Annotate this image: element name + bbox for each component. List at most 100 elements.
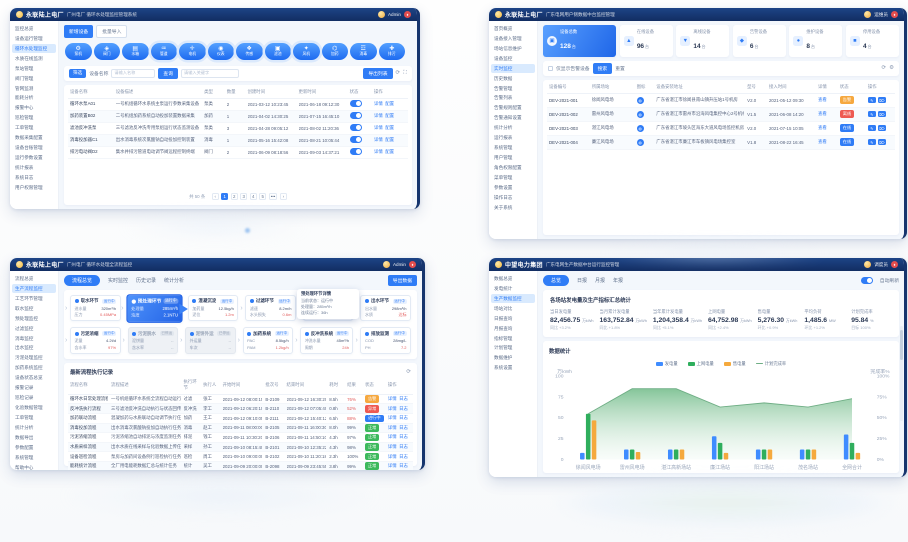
search-button[interactable]: 查询 bbox=[158, 68, 179, 79]
tab[interactable]: 总览 bbox=[543, 275, 570, 286]
stat-card[interactable]: ▼ 离线设备 14台 bbox=[676, 25, 730, 57]
sidebar-item[interactable]: 月报查询 bbox=[494, 325, 513, 331]
view-link[interactable]: 查看 bbox=[817, 111, 827, 117]
sidebar-item[interactable]: 场站信息维护 bbox=[494, 45, 522, 51]
next-page-button[interactable]: › bbox=[279, 193, 287, 200]
sidebar-item[interactable]: 告警规则配置 bbox=[494, 105, 522, 111]
sidebar-item[interactable]: 指标管理 bbox=[494, 335, 513, 341]
stat-card[interactable]: ◆ 告警设备 6台 bbox=[732, 25, 786, 57]
detail-link[interactable]: 详情 bbox=[387, 424, 397, 430]
legend-item[interactable]: 上网电量 bbox=[687, 361, 714, 367]
sidebar-item[interactable]: 过滤监控 bbox=[15, 325, 34, 331]
sidebar-item[interactable]: 阀门管理 bbox=[15, 75, 34, 81]
sidebar-item[interactable]: 污泥处理监控 bbox=[15, 355, 43, 361]
tab[interactable]: 流程总览 bbox=[64, 275, 101, 286]
sidebar-item[interactable]: 告警管理 bbox=[494, 85, 513, 91]
page-button[interactable]: 5 bbox=[259, 193, 267, 200]
detail-link[interactable]: 详情 bbox=[373, 149, 383, 155]
tab[interactable]: 日报 bbox=[577, 278, 588, 284]
sidebar-item[interactable]: 数据采集配置 bbox=[15, 135, 43, 141]
delete-button[interactable]: ⌦ bbox=[877, 139, 886, 146]
detail-link[interactable]: 详情 bbox=[373, 137, 383, 143]
notification-icon[interactable]: ♦ bbox=[409, 261, 416, 268]
legend-item[interactable]: 计划完成率 bbox=[755, 361, 786, 367]
delete-button[interactable]: ⌦ bbox=[877, 97, 886, 104]
notification-icon[interactable]: ♦ bbox=[404, 11, 411, 18]
view-link[interactable]: 查看 bbox=[817, 125, 827, 131]
config-link[interactable]: 配置 bbox=[385, 125, 395, 131]
sidebar-item[interactable]: 菜单管理 bbox=[494, 175, 513, 181]
sidebar-item[interactable]: 系统管理 bbox=[494, 145, 513, 151]
notification-icon[interactable]: ♦ bbox=[891, 261, 898, 268]
device-type-button[interactable]: ✚ 排污 bbox=[378, 43, 405, 61]
avatar[interactable] bbox=[864, 261, 872, 268]
sidebar-item[interactable]: 出水监控 bbox=[15, 345, 34, 351]
sidebar-item[interactable]: 流程总览 bbox=[15, 275, 34, 281]
page-button[interactable]: 3 bbox=[240, 193, 248, 200]
view-link[interactable]: 查看 bbox=[817, 97, 827, 103]
sidebar-item[interactable]: 监控总览 bbox=[15, 25, 34, 31]
auto-refresh-toggle[interactable] bbox=[860, 277, 873, 284]
page-button[interactable]: 4 bbox=[249, 193, 257, 200]
prev-page-button[interactable]: ‹ bbox=[211, 193, 219, 200]
sidebar-item[interactable]: 加药系统监控 bbox=[15, 365, 43, 371]
detail-link[interactable]: 详情 bbox=[373, 101, 383, 107]
edit-button[interactable]: ✎ bbox=[867, 139, 876, 146]
sidebar-item[interactable]: 参数配置 bbox=[15, 445, 34, 451]
sidebar-item[interactable]: 帮助中心 bbox=[15, 465, 34, 470]
export-button[interactable]: 导出列表 bbox=[363, 68, 393, 79]
status-toggle[interactable] bbox=[349, 100, 362, 107]
device-type-button[interactable]: ♒ 管道 bbox=[150, 43, 177, 61]
edit-button[interactable]: ✎ bbox=[867, 97, 876, 104]
detail-link[interactable]: 详情 bbox=[373, 113, 383, 119]
device-name-input[interactable]: 请输入名称 bbox=[111, 68, 156, 78]
sidebar-item[interactable]: 水质在线监测 bbox=[15, 55, 43, 61]
keyword-input[interactable]: 请输入关键字 bbox=[181, 68, 240, 78]
stat-card[interactable]: ■ 停用设备 4台 bbox=[845, 25, 899, 57]
search-button[interactable]: 搜索 bbox=[592, 63, 613, 74]
config-link[interactable]: 配置 bbox=[385, 113, 395, 119]
delete-button[interactable]: ⌦ bbox=[877, 111, 886, 118]
detail-link[interactable]: 详情 bbox=[387, 405, 397, 411]
delete-button[interactable]: ⌦ bbox=[877, 125, 886, 132]
detail-link[interactable]: 详情 bbox=[373, 125, 383, 131]
sidebar-item[interactable]: 操作日志 bbox=[494, 195, 513, 201]
page-button[interactable]: 1 bbox=[221, 193, 229, 200]
sidebar-item[interactable]: 系统日志 bbox=[15, 175, 34, 181]
sidebar-item[interactable]: 实时监控 bbox=[491, 63, 535, 74]
page-button[interactable]: 2 bbox=[230, 193, 238, 200]
tab[interactable]: 统计分析 bbox=[164, 278, 185, 284]
sidebar-item[interactable]: 运行参数设置 bbox=[15, 155, 43, 161]
device-type-button[interactable]: ☲ 消毒 bbox=[350, 43, 377, 61]
sidebar-item[interactable]: 计划管理 bbox=[494, 345, 513, 351]
export-button[interactable]: 导出数据 bbox=[387, 275, 417, 286]
fullscreen-icon[interactable]: ⛶ bbox=[403, 69, 407, 76]
sidebar-item[interactable]: 数据总览 bbox=[494, 275, 513, 281]
sidebar-item[interactable]: 关于系统 bbox=[494, 205, 513, 211]
avatar[interactable] bbox=[864, 11, 872, 18]
sidebar-item[interactable]: 用户权限管理 bbox=[15, 185, 43, 191]
detail-link[interactable]: 详情 bbox=[387, 463, 397, 469]
sidebar-item[interactable]: 工单管理 bbox=[15, 125, 34, 131]
sidebar-item[interactable]: 系统管理 bbox=[15, 455, 34, 461]
refresh-icon[interactable]: ⟳ bbox=[406, 368, 411, 375]
sidebar-item[interactable]: 消毒监控 bbox=[15, 335, 34, 341]
sidebar-item[interactable]: 生产流程监控 bbox=[12, 283, 56, 294]
sidebar-item[interactable]: 设备接入管理 bbox=[494, 35, 522, 41]
device-type-button[interactable]: ⚙ 泵机 bbox=[65, 43, 92, 61]
config-link[interactable]: 配置 bbox=[385, 149, 395, 155]
settings-icon[interactable]: ⚙ bbox=[889, 65, 894, 72]
detail-link[interactable]: 详情 bbox=[387, 415, 397, 421]
notification-icon[interactable]: ♦ bbox=[891, 11, 898, 18]
sidebar-item[interactable]: 工艺环节管理 bbox=[15, 295, 43, 301]
log-link[interactable]: 日志 bbox=[399, 453, 408, 459]
sidebar-item[interactable]: 运行报表 bbox=[494, 135, 513, 141]
config-link[interactable]: 配置 bbox=[385, 137, 395, 143]
log-link[interactable]: 日志 bbox=[399, 434, 408, 440]
refresh-icon[interactable]: ⟳ bbox=[395, 70, 401, 77]
detail-link[interactable]: 详情 bbox=[387, 444, 397, 450]
